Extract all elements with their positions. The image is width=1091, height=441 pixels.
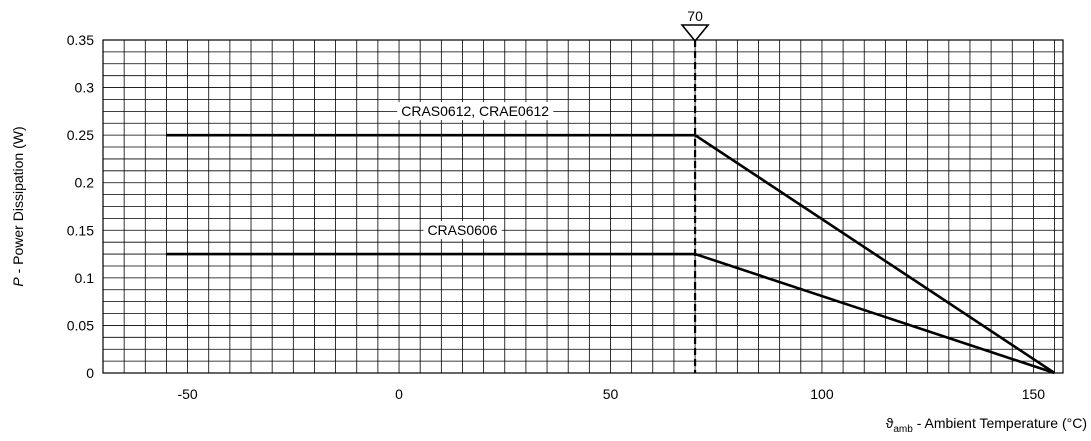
x-axis-subscript: amb [893,424,913,435]
y-tick-label: 0 [86,365,94,381]
x-axis-label-text: - Ambient Temperature (°C) [913,415,1087,431]
series-line-1 [166,133,1056,375]
x-tick-label: 150 [1022,386,1046,402]
x-axis-label: ϑamb - Ambient Temperature (°C) [886,415,1087,435]
tick-labels: -50 0 50 100 150 0 0.05 0.1 0.15 0.2 0.25 0.3 0.35 [67,32,1046,402]
y-tick-label: 0.2 [75,175,95,191]
plot-frame [102,39,1064,374]
x-tick-label: 50 [603,386,619,402]
y-axis-label: P - Power Dissipation (W) [10,126,26,286]
plot-border [102,39,1064,374]
y-axis-label-text: - Power Dissipation (W) [10,126,26,277]
x-tick-label: 0 [395,386,403,402]
y-tick-label: 0.15 [67,222,94,238]
grid [103,40,1063,373]
y-tick-label: 0.25 [67,127,94,143]
series-label-background [423,221,502,240]
x-axis-symbol: ϑ [886,415,894,431]
x-tick-label: 100 [810,386,834,402]
marker-label: 70 [687,8,703,24]
marker-triangle [680,24,710,43]
axis-labels: P - Power Dissipation (W) ϑamb - Ambient… [10,126,1087,435]
y-tick-label: 0.05 [67,317,94,333]
marker-group: 70 [680,8,710,373]
y-tick-label: 0.1 [75,270,95,286]
y-axis-symbol: P [10,277,26,287]
series-label-2: CRAS0606 [427,222,497,238]
series-label-background [397,102,554,121]
y-tick-label: 0.35 [67,32,94,48]
y-tick-label: 0.3 [75,80,95,96]
x-tick-label: -50 [177,386,197,402]
series-label-1: CRAS0612, CRAE0612 [401,103,549,119]
